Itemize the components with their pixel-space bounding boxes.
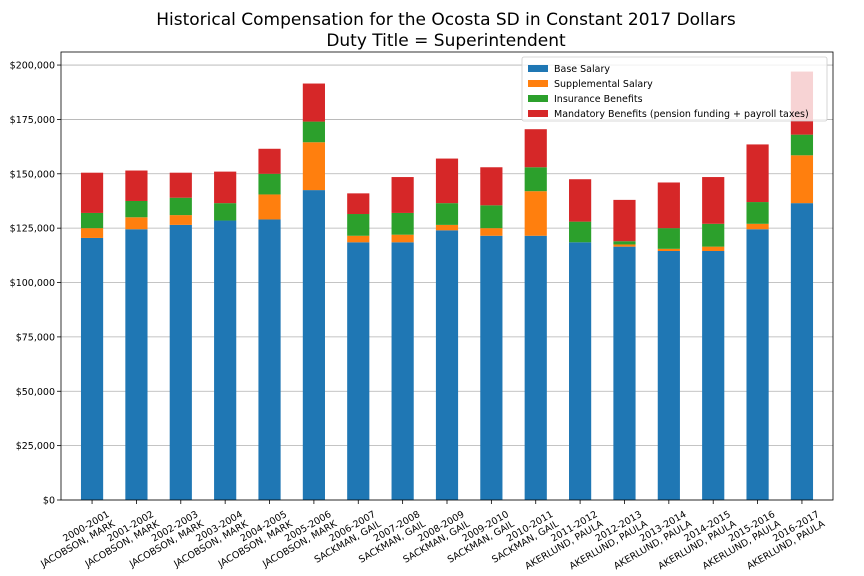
bar-segment	[480, 235, 503, 501]
bar-segment	[125, 170, 148, 201]
bar-segment	[347, 193, 370, 215]
y-tick-label: $150,000	[10, 169, 55, 180]
bar-segment	[613, 199, 636, 242]
bar-segment	[613, 246, 636, 500]
bar-segment	[435, 230, 459, 501]
bar-segment	[746, 223, 769, 230]
legend-swatch	[528, 95, 548, 102]
bar-segment	[80, 212, 104, 229]
bar-segment	[258, 194, 281, 220]
bar-segment	[524, 235, 547, 501]
bar-segment	[258, 148, 281, 174]
bar-segment	[435, 203, 459, 225]
legend: Base Salary Supplemental Salary Insurance …	[521, 56, 828, 122]
bar-segment	[125, 217, 148, 230]
legend-swatch	[528, 80, 548, 87]
bar-segment	[80, 237, 104, 500]
bar-segment	[702, 223, 725, 247]
y-tick-label: $75,000	[16, 332, 55, 343]
y-tick-label: $125,000	[10, 224, 55, 235]
bar-segment	[524, 191, 547, 236]
bar-segment	[302, 142, 325, 191]
bar-segment	[480, 228, 503, 236]
legend-frame	[521, 56, 828, 122]
legend-label: Mandatory Benefits (pension funding + pa…	[554, 109, 809, 120]
bar-segment	[524, 167, 547, 192]
bar-segment	[790, 203, 814, 500]
bar-segment	[702, 177, 725, 224]
bar-segment	[125, 200, 148, 218]
y-tick-label: $25,000	[16, 441, 55, 452]
bar-segment	[258, 173, 281, 195]
bar-segment	[125, 229, 148, 500]
bar-segment	[657, 248, 680, 251]
legend-swatch	[528, 110, 548, 117]
bar-segment	[169, 224, 192, 501]
legend-label: Base Salary	[554, 64, 610, 75]
bar-segment	[169, 215, 192, 225]
bar-segment	[569, 242, 592, 500]
bar-segment	[435, 158, 459, 204]
legend-label: Insurance Benefits	[554, 94, 643, 105]
bar-segment	[790, 155, 814, 204]
bar-segment	[613, 244, 636, 247]
legend-label: Supplemental Salary	[554, 79, 653, 90]
bar-segment	[347, 214, 370, 236]
bar-segment	[347, 242, 370, 500]
bar-segment	[657, 182, 680, 229]
bar-segment	[258, 219, 281, 501]
legend-swatch	[528, 65, 548, 72]
y-tick-label: $50,000	[16, 387, 55, 398]
chart-subtitle: Duty Title = Superintendent	[326, 31, 566, 51]
bar-segment	[302, 190, 325, 500]
bar-segment	[746, 202, 769, 224]
y-tick-label: $175,000	[10, 115, 55, 126]
bar-segment	[80, 228, 104, 238]
chart-title: Historical Compensation for the Ocosta S…	[156, 10, 736, 30]
bar-segment	[347, 235, 370, 243]
bar-segment	[214, 203, 237, 221]
bar-segment	[391, 234, 414, 243]
bar-segment	[480, 167, 503, 206]
bar-segment	[169, 197, 192, 216]
bar-segment	[702, 250, 725, 500]
bars	[80, 71, 814, 501]
bar-segment	[746, 229, 769, 500]
bar-segment	[302, 121, 325, 143]
y-axis-ticks: $0 $25,000 $50,000 $75,000 $100,000 $125,000 $…	[10, 61, 61, 507]
y-tick-label: $100,000	[10, 278, 55, 289]
bar-segment	[435, 224, 459, 231]
bar-segment	[702, 246, 725, 251]
bar-segment	[214, 171, 237, 204]
y-tick-label: $200,000	[10, 61, 55, 72]
bar-segment	[302, 83, 325, 122]
y-tick-label: $0	[43, 496, 55, 507]
bar-segment	[657, 228, 680, 249]
bar-segment	[524, 129, 547, 168]
bar-segment	[214, 220, 237, 500]
bar-segment	[480, 205, 503, 229]
bar-segment	[169, 172, 192, 198]
bar-segment	[569, 179, 592, 222]
bar-segment	[790, 134, 814, 156]
bar-segment	[613, 241, 636, 245]
bar-segment	[657, 250, 680, 500]
bar-segment	[391, 212, 414, 235]
bar-segment	[391, 242, 414, 500]
bar-segment	[80, 172, 104, 213]
bar-segment	[746, 144, 769, 203]
bar-segment	[391, 177, 414, 213]
bar-segment	[569, 221, 592, 243]
